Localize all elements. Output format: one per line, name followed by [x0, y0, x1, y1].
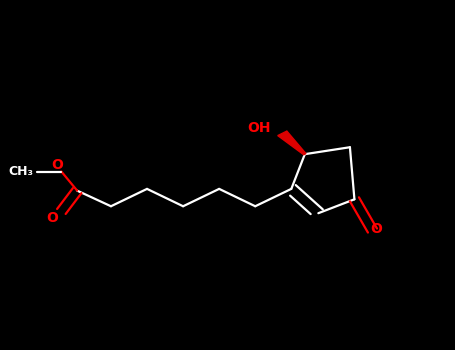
Text: O: O	[370, 222, 382, 236]
Text: OH: OH	[248, 121, 271, 135]
Text: O: O	[51, 158, 63, 172]
Polygon shape	[278, 131, 306, 155]
Text: O: O	[46, 211, 58, 225]
Text: CH₃: CH₃	[8, 165, 33, 178]
